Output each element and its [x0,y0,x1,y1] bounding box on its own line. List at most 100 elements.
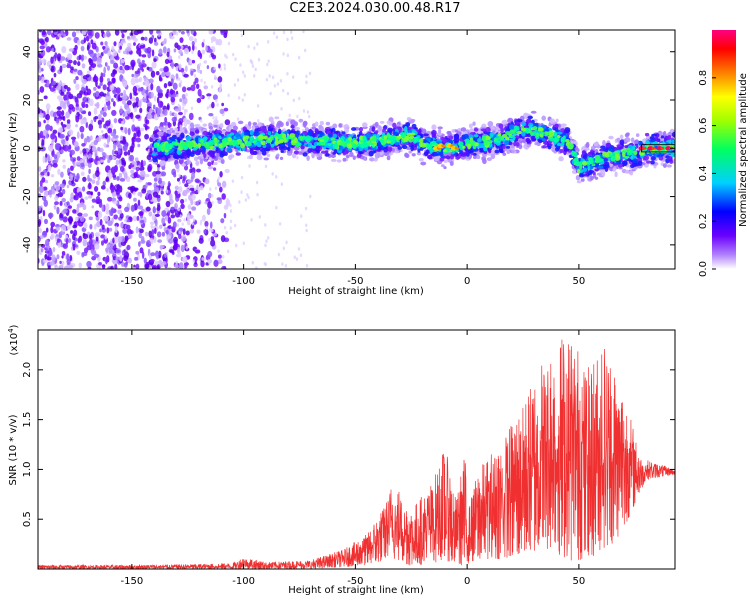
heatmap-cell [59,133,65,139]
heatmap-cell [231,52,235,57]
heatmap-cell [141,59,145,64]
heatmap-cell [116,184,121,190]
heatmap-cell [525,137,530,143]
heatmap-cell [140,219,145,224]
heatmap-cell [127,127,131,136]
heatmap-cell [252,150,258,156]
heatmap-cell [149,221,155,226]
heatmap-cell [134,157,139,162]
heatmap-cell [136,49,142,55]
heatmap-cell [257,122,262,127]
heatmap-cell [45,36,49,43]
heatmap-cell [600,169,605,174]
heatmap-cell [68,93,74,100]
heatmap-cell [210,236,215,241]
heatmap-cell [253,46,256,50]
heatmap-cell [57,33,62,38]
heatmap-cell [197,68,200,73]
heatmap-cell [103,33,106,38]
heatmap-cell [145,79,150,87]
heatmap-cell [175,31,179,36]
heatmap-cell [48,189,53,195]
heatmap-cell [167,217,172,224]
heatmap-cell [82,155,87,160]
heatmap-cell [668,156,673,162]
heatmap-cell [97,191,101,197]
heatmap-cell [244,198,248,202]
heatmap-cell [211,101,215,109]
heatmap-cell [120,222,124,229]
heatmap-cell [269,91,272,96]
heatmap-cell [133,37,138,42]
heatmap-cell [113,214,118,220]
heatmap-cell [161,210,167,217]
heatmap-cell [146,182,152,186]
heatmap-cell [88,168,91,174]
heatmap-cell [109,84,115,91]
heatmap-cell [594,168,599,172]
heatmap-cell [320,150,327,154]
heatmap-cell [194,261,197,265]
heatmap-cell [53,154,58,160]
heatmap-cell [206,207,211,216]
heatmap-cell [184,129,188,134]
heatmap-cell [97,160,101,165]
heatmap-cell [264,262,268,267]
heatmap-cell [101,204,105,212]
heatmap-cell [161,231,166,237]
heatmap-cell [410,145,415,152]
heatmap-cell [290,36,294,40]
heatmap-cell [176,177,181,182]
heatmap-cell [255,146,261,151]
heatmap-cell [289,30,293,34]
heatmap-cell [201,49,206,55]
heatmap-cell [558,156,564,162]
heatmap-cell [247,195,250,200]
heatmap-cell [73,161,76,168]
heatmap-cell [150,91,154,99]
heatmap-cell [178,233,182,240]
heatmap-cell [277,128,282,135]
heatmap-cell [42,129,49,134]
heatmap-cell [296,156,299,160]
heatmap-cell [144,36,148,41]
heatmap-cell [90,39,94,45]
heatmap-cell [81,251,85,258]
heatmap-cell [275,35,279,39]
heatmap-cell [88,65,93,72]
heatmap-cell [135,263,140,269]
heatmap-cell [231,179,235,183]
heatmap-cell [183,218,186,222]
heatmap-cell [140,159,144,168]
heatmap-cell [119,108,123,114]
heatmap-cell [157,180,163,184]
heatmap-cell [60,30,64,36]
heatmap-cell [54,142,60,151]
heatmap-cell [136,215,140,221]
heatmap-cell [206,65,210,70]
heatmap-cell [116,176,120,181]
heatmap-cell [162,46,167,54]
heatmap-cell [62,164,66,169]
heatmap-cell [79,150,83,155]
heatmap-cell [286,37,289,42]
heatmap-cell [47,265,51,269]
heatmap-cell [330,158,337,162]
heatmap-cell [247,121,252,127]
heatmap-cell [190,175,194,183]
heatmap-cell [608,135,614,140]
heatmap-cell [213,119,219,125]
heatmap-cell [129,92,133,100]
heatmap-cell [118,49,121,54]
heatmap-cell [286,53,290,58]
heatmap-cell [61,46,67,54]
heatmap-cell [79,215,85,223]
heatmap-cell [275,205,278,210]
heatmap-cell [110,243,114,248]
heatmap-cell [214,75,217,79]
heatmap-cell [343,123,350,130]
heatmap-cell [392,131,399,136]
heatmap-cell [180,30,185,35]
heatmap-cell [139,107,143,114]
heatmap-cell [60,149,64,154]
